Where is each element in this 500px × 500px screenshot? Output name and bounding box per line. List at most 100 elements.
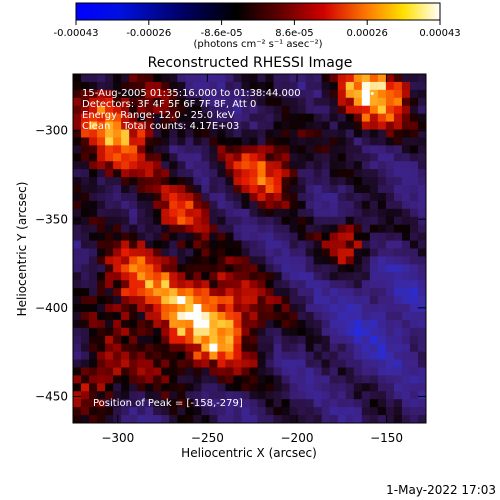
heatmap-cell (297, 311, 307, 321)
heatmap-cell (201, 129, 210, 139)
heatmap-cell (137, 169, 146, 178)
heatmap-cell (81, 153, 90, 162)
heatmap-cell (73, 74, 82, 83)
heatmap-cell (305, 272, 315, 281)
heatmap-cell (321, 192, 331, 202)
heatmap-cell (249, 137, 259, 146)
heatmap-cell (297, 415, 307, 423)
heatmap-cell (273, 351, 283, 361)
heatmap-cell (401, 145, 411, 154)
heatmap-cell (353, 248, 363, 258)
heatmap-cell (97, 383, 106, 392)
heatmap-cell (201, 161, 210, 170)
heatmap-cell (217, 232, 227, 242)
heatmap-cell (385, 240, 395, 250)
heatmap-cell (257, 399, 267, 408)
heatmap-cell (257, 224, 267, 234)
heatmap-cell (113, 391, 122, 400)
heatmap-cell (321, 327, 331, 337)
heatmap-cell (321, 319, 331, 329)
colorbar-tick-label: 8.6e-05 (275, 28, 313, 39)
heatmap-cell (289, 375, 299, 384)
heatmap-cell (257, 296, 267, 305)
heatmap-cell (185, 89, 194, 99)
heatmap-cell (417, 351, 426, 361)
heatmap-cell (305, 169, 315, 178)
heatmap-cell (337, 240, 347, 250)
heatmap-cell (105, 208, 114, 218)
heatmap-cell (313, 311, 323, 321)
heatmap-cell (217, 185, 227, 194)
heatmap-cell (89, 415, 98, 423)
heatmap-cell (297, 232, 307, 242)
heatmap-cell (313, 153, 323, 162)
heatmap-cell (417, 264, 426, 273)
heatmap-cell (161, 272, 170, 281)
heatmap-cell (225, 311, 235, 321)
heatmap-cell (89, 105, 98, 115)
heatmap-cell (225, 81, 235, 91)
heatmap-cell (393, 415, 403, 423)
heatmap-cell (249, 296, 259, 305)
heatmap-cell (145, 304, 154, 313)
heatmap-cell (361, 177, 371, 186)
heatmap-cell (353, 399, 363, 408)
heatmap-cell (257, 232, 267, 242)
heatmap-cell (329, 311, 339, 321)
heatmap-cell (185, 208, 194, 218)
heatmap-cell (169, 105, 178, 115)
heatmap-cell (241, 288, 251, 297)
heatmap-cell (201, 304, 210, 313)
heatmap-cell (257, 335, 267, 345)
heatmap-cell (105, 129, 114, 139)
heatmap-cell (129, 89, 138, 99)
heatmap-cell (153, 304, 162, 313)
heatmap-cell (89, 272, 98, 281)
heatmap-cell (137, 248, 146, 258)
heatmap-cell (161, 391, 170, 400)
heatmap-cell (305, 296, 315, 305)
heatmap-cell (209, 232, 219, 242)
heatmap-cell (129, 248, 138, 258)
heatmap-cell (209, 311, 219, 321)
heatmap-cell (417, 200, 426, 210)
heatmap-cell (337, 89, 347, 99)
heatmap-cell (241, 105, 251, 115)
heatmap-cell (201, 415, 210, 423)
heatmap-cell (81, 216, 90, 226)
heatmap-cell (185, 153, 194, 162)
heatmap-cell (105, 169, 114, 178)
heatmap-cell (185, 256, 194, 265)
heatmap-cell (281, 335, 291, 345)
heatmap-cell (121, 319, 130, 329)
heatmap-cell (313, 351, 323, 361)
heatmap-cell (273, 248, 283, 258)
heatmap-cell (401, 81, 411, 91)
heatmap-cell (73, 335, 82, 345)
heatmap-cell (393, 327, 403, 337)
colorbar-gradient (75, 2, 441, 21)
heatmap-cell (137, 327, 146, 337)
chart-title: Reconstructed RHESSI Image (148, 55, 353, 71)
heatmap-cell (145, 311, 154, 321)
heatmap-cell (241, 391, 251, 400)
heatmap-cell (401, 415, 411, 423)
heatmap-cell (177, 137, 186, 146)
heatmap-cell (241, 280, 251, 289)
heatmap-cell (193, 137, 202, 146)
heatmap-cell (249, 367, 259, 377)
heatmap-cell (177, 319, 186, 329)
heatmap-cell (385, 89, 395, 99)
heatmap-cell (361, 327, 371, 337)
heatmap-cell (105, 359, 114, 369)
heatmap-cell (297, 375, 307, 384)
heatmap-cell (153, 367, 162, 377)
heatmap-cell (345, 192, 355, 202)
heatmap-cell (225, 343, 235, 353)
heatmap-cell (113, 177, 122, 186)
heatmap-cell (233, 335, 243, 345)
heatmap-cell (97, 185, 106, 194)
heatmap-cell (145, 81, 154, 91)
heatmap-cell (353, 327, 363, 337)
heatmap-cell (321, 113, 331, 123)
